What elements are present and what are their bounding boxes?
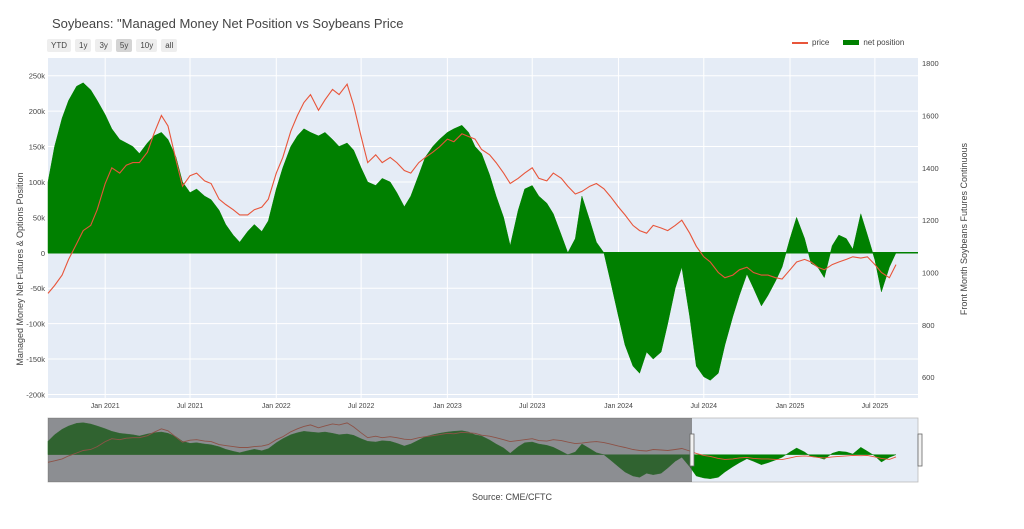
- y-tick-label-left: 50k: [33, 213, 45, 222]
- x-tick-label: Jan 2025: [776, 403, 805, 410]
- x-tick-label: Jul 2023: [519, 403, 546, 410]
- y-tick-label-left: -150k: [26, 355, 45, 364]
- range-slider-handle-right[interactable]: [917, 433, 923, 467]
- main-plot[interactable]: Jan 2021 Jul 2021 Jan 2022 Jul 2022 Jan 2023…: [26, 58, 939, 410]
- x-tick-label: Jul 2024: [691, 403, 718, 410]
- series-price-line: [47, 83, 897, 294]
- range-slider-handle-left[interactable]: [689, 433, 695, 467]
- x-tick-label: Jul 2022: [348, 403, 375, 410]
- y-tick-label-left: -50k: [30, 284, 45, 293]
- y-tick-label-right: 1400: [922, 164, 939, 173]
- y-tick-label-left: 250k: [29, 72, 46, 81]
- chart-title: Soybeans: "Managed Money Net Position vs…: [52, 16, 404, 31]
- y-tick-label-left: -100k: [26, 320, 45, 329]
- range-button-5y[interactable]: 5y: [115, 39, 133, 52]
- range-button-1y[interactable]: 1y: [75, 39, 92, 52]
- legend-swatch-net-position: [843, 40, 860, 45]
- range-button-ytd[interactable]: YTD: [47, 39, 71, 52]
- range-slider-mask: [48, 418, 692, 482]
- x-tick-label: Jan 2023: [433, 403, 462, 410]
- y-tick-label-left: 150k: [29, 143, 46, 152]
- y-tick-label-left: -200k: [26, 390, 45, 399]
- y-tick-label-right: 600: [922, 373, 935, 382]
- y-tick-label-right: 1800: [922, 59, 939, 68]
- legend-swatch-price: [792, 41, 808, 44]
- legend-item-price[interactable]: price: [792, 38, 829, 47]
- range-selector: YTD 1y 3y 5y 10y all: [47, 39, 178, 52]
- range-slider[interactable]: [47, 417, 923, 483]
- y-tick-label-left: 0: [41, 249, 45, 258]
- x-tick-label: Jul 2021: [177, 403, 204, 410]
- x-tick-label: Jul 2025: [862, 403, 889, 410]
- legend: price net position: [792, 38, 918, 47]
- range-button-10y[interactable]: 10y: [136, 39, 158, 52]
- legend-label-price: price: [812, 38, 830, 47]
- series-net-position-area: [47, 82, 897, 381]
- x-tick-label: Jan 2021: [91, 403, 120, 410]
- range-button-3y[interactable]: 3y: [95, 39, 112, 52]
- y-tick-label-right: 1200: [922, 216, 939, 225]
- range-button-all[interactable]: all: [161, 39, 178, 52]
- y-tick-label-left: 100k: [29, 178, 46, 187]
- source-label: Source: CME/CFTC: [471, 492, 552, 502]
- legend-item-net-position[interactable]: net position: [843, 38, 904, 47]
- legend-label-net-position: net position: [863, 38, 905, 47]
- y-tick-label-right: 1000: [922, 268, 939, 277]
- y-tick-label-right: 1600: [922, 112, 939, 121]
- x-tick-label: Jan 2022: [262, 403, 291, 410]
- y-tick-label-right: 800: [922, 321, 935, 330]
- x-tick-label: Jan 2024: [604, 403, 633, 410]
- y-tick-label-left: 200k: [29, 107, 46, 116]
